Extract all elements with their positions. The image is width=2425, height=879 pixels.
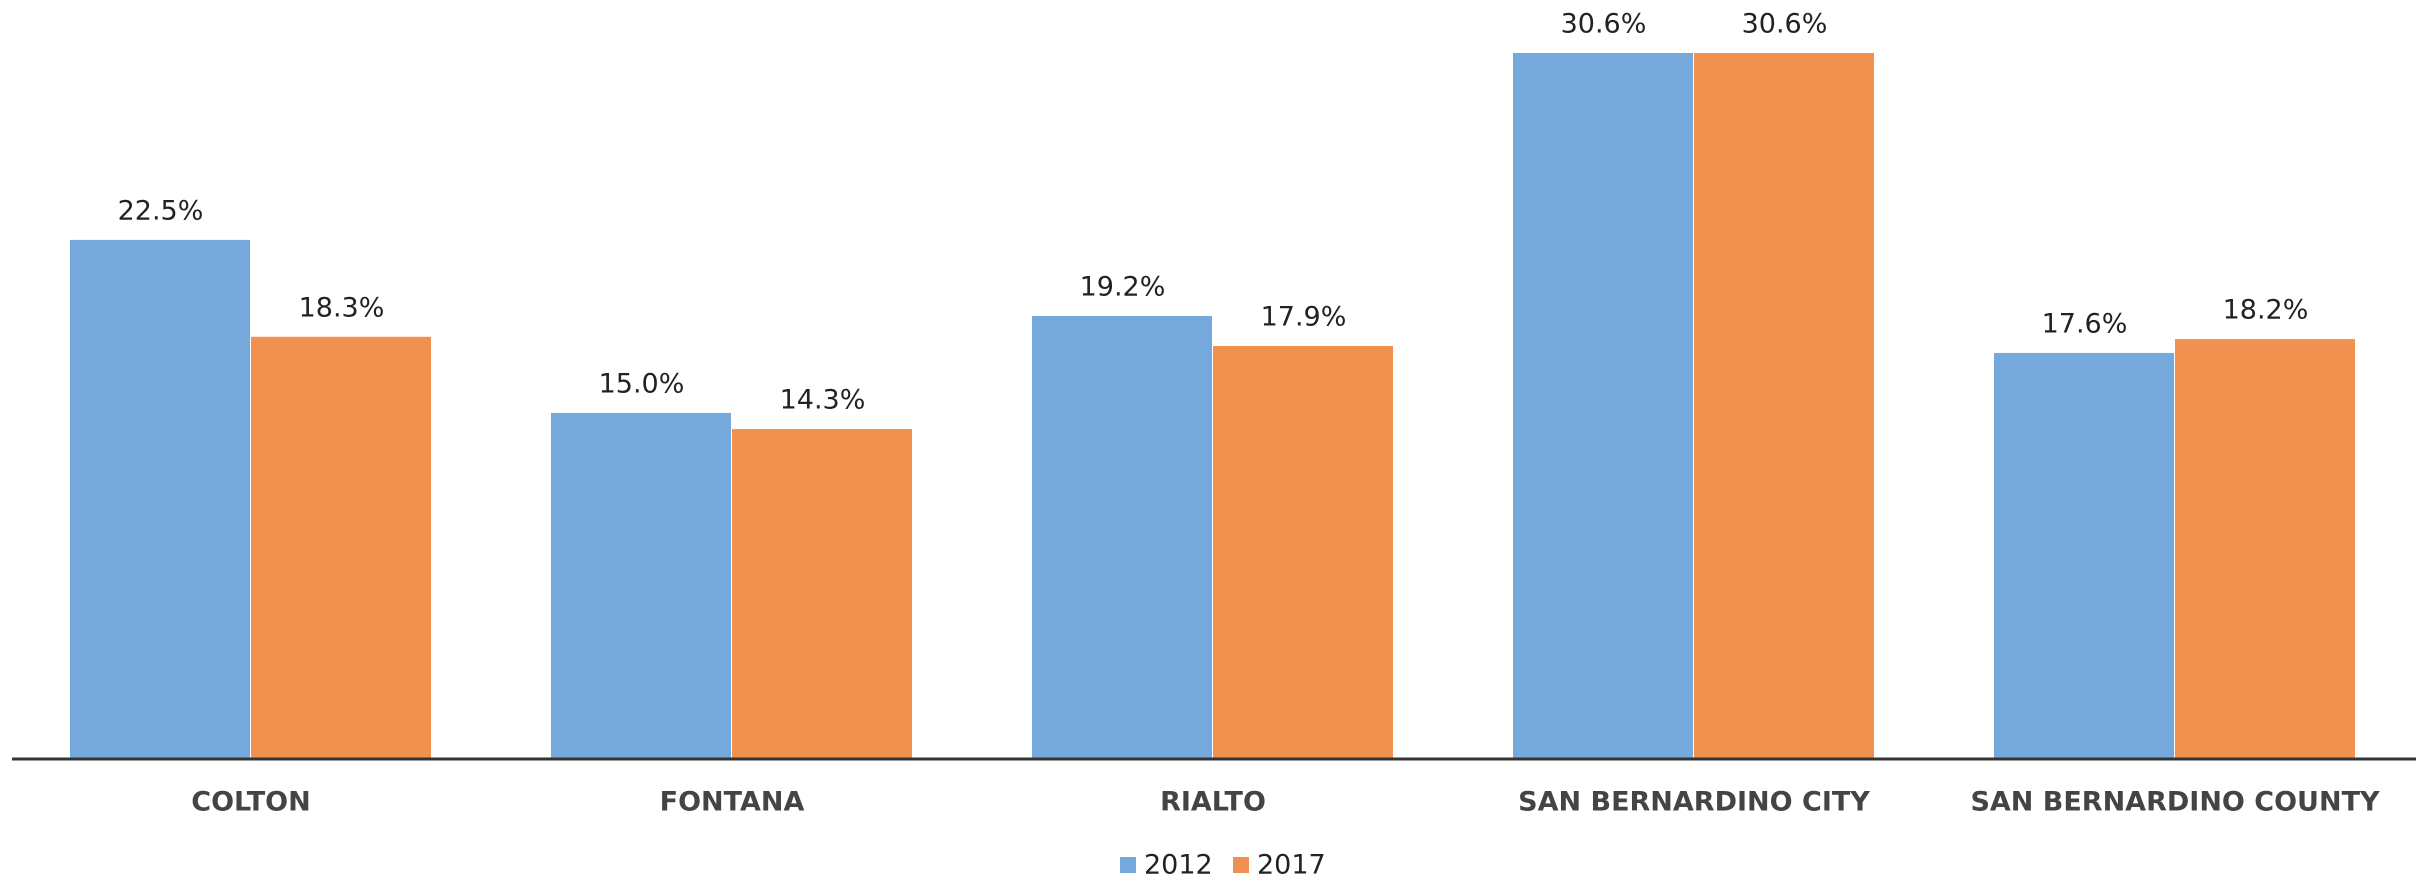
data-label: 17.9% [1261,302,1347,333]
bar [1213,346,1393,759]
legend-label: 2017 [1257,850,1326,879]
data-label: 19.2% [1080,272,1166,303]
legend-label: 2012 [1144,850,1213,879]
bar [1694,53,1874,759]
bar [1994,352,2174,759]
data-label: 15.0% [599,368,685,399]
x-tick-label: RIALTO [1160,787,1266,818]
bar [1032,316,1212,759]
data-label: 18.3% [299,292,385,323]
bar [732,429,912,759]
data-label: 18.2% [2223,295,2309,326]
data-label: 14.3% [780,385,866,416]
data-label: 30.6% [1742,9,1828,40]
legend-swatch [1120,857,1136,873]
x-tick-label: FONTANA [660,787,805,818]
data-label: 30.6% [1561,9,1647,40]
x-tick-label: COLTON [191,787,310,818]
bar [70,239,250,760]
x-tick-label: SAN BERNARDINO COUNTY [1970,787,2380,818]
legend-swatch [1233,857,1249,873]
bar [251,336,431,759]
x-tick-label: SAN BERNARDINO CITY [1518,787,1870,818]
data-label: 17.6% [2042,308,2128,339]
bar [551,412,731,759]
data-label: 22.5% [118,195,204,226]
bar [2175,339,2355,759]
bar [1513,53,1693,759]
